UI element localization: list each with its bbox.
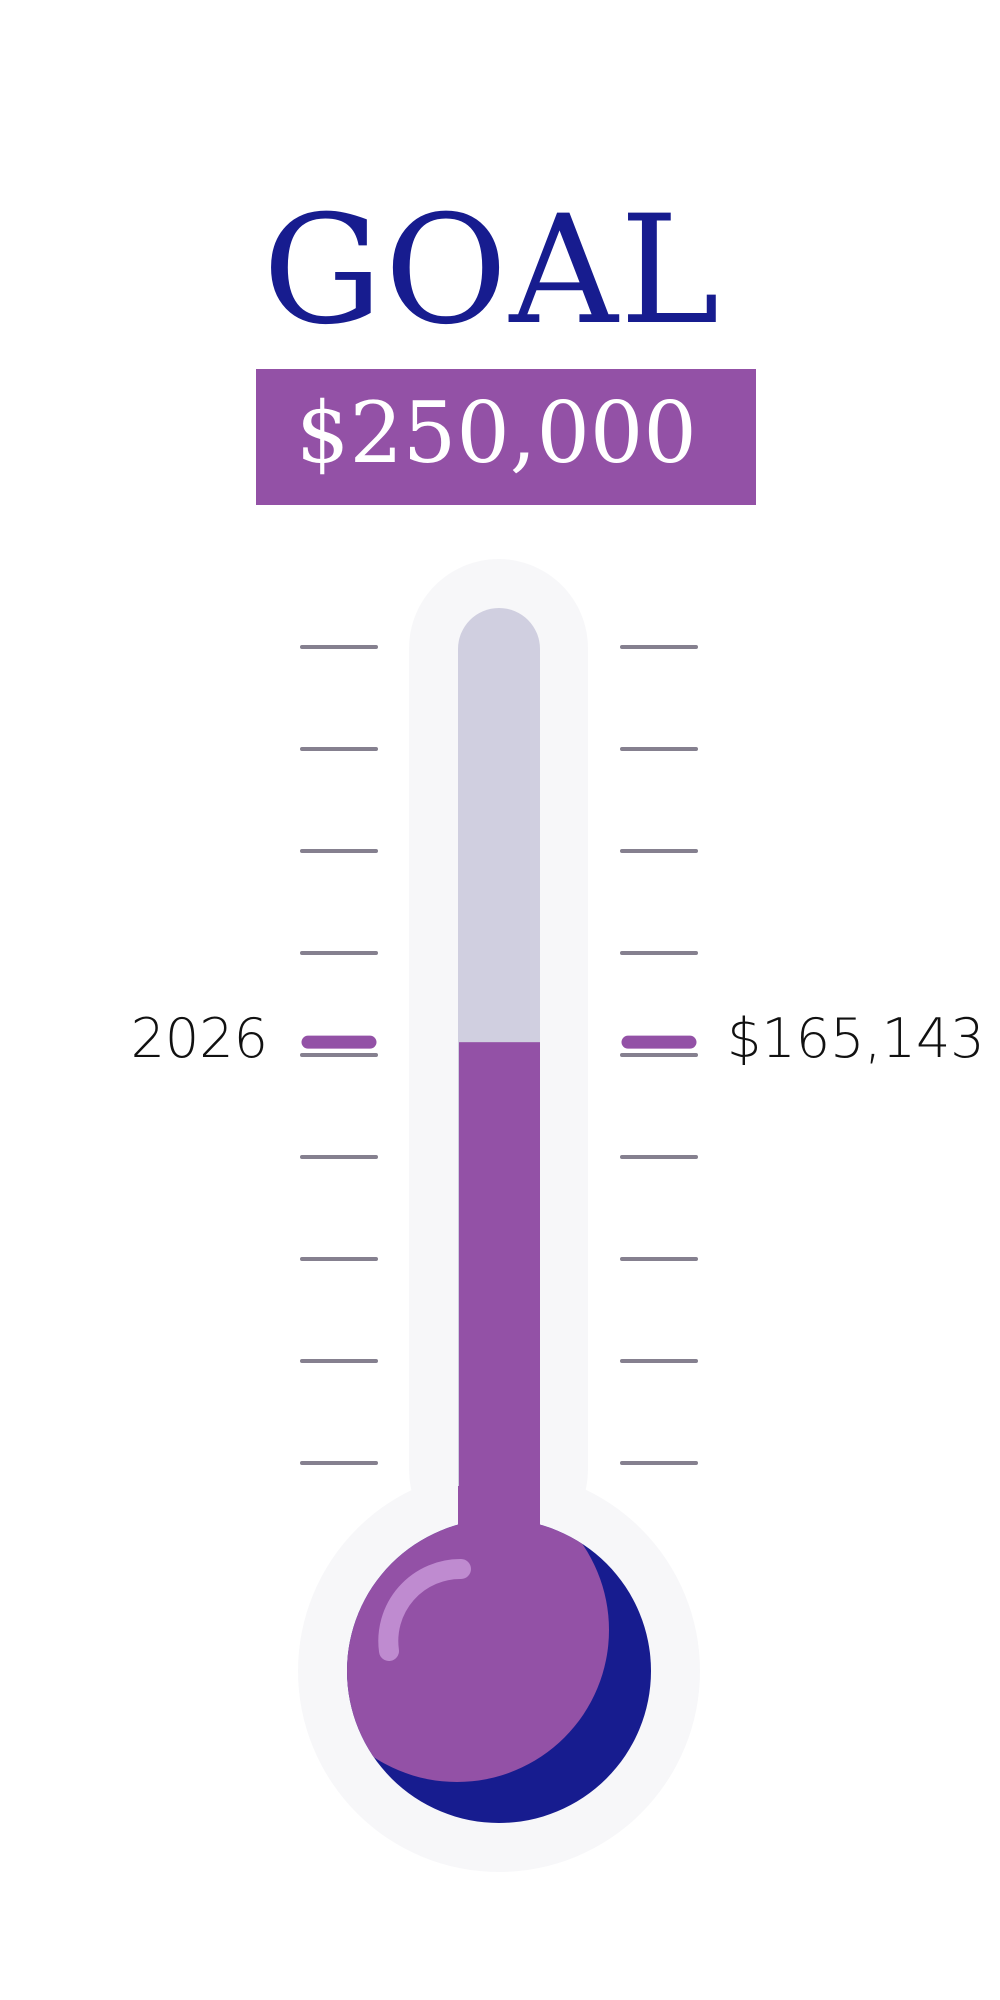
current-amount-label: $165,143	[727, 1007, 985, 1070]
goal-amount: $250,000	[296, 384, 697, 482]
bulb-highlight	[378, 1558, 471, 1661]
goal-title: GOAL	[262, 184, 722, 358]
tube-fill-bar	[459, 1042, 540, 1546]
bulb-neck	[458, 1486, 540, 1546]
year-label: 2026	[130, 1007, 268, 1070]
goal-amount-box: $250,000	[256, 369, 756, 505]
tick-marks	[300, 645, 698, 1465]
